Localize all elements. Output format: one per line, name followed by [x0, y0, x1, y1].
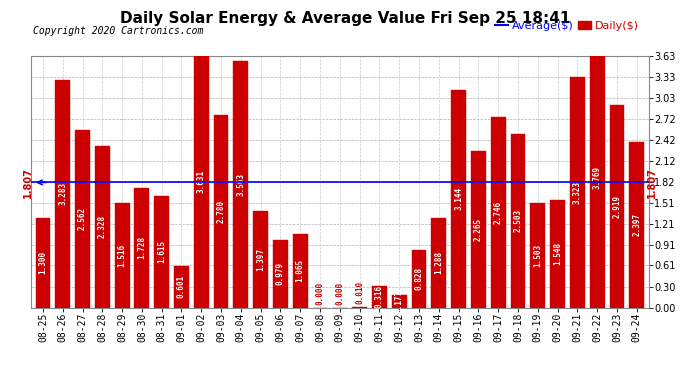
Text: 0.316: 0.316: [375, 285, 384, 308]
Text: 3.769: 3.769: [593, 165, 602, 189]
Text: 1.397: 1.397: [256, 248, 265, 271]
Text: 0.177: 0.177: [395, 290, 404, 313]
Bar: [214, 115, 228, 308]
Text: 1.548: 1.548: [553, 242, 562, 266]
Text: 1.728: 1.728: [137, 236, 146, 259]
Text: 3.631: 3.631: [197, 170, 206, 194]
Bar: [273, 240, 288, 308]
Text: 0.601: 0.601: [177, 275, 186, 298]
Text: 1.615: 1.615: [157, 240, 166, 263]
Legend: Average($), Daily($): Average($), Daily($): [491, 17, 643, 36]
Bar: [411, 250, 426, 307]
Bar: [174, 266, 189, 308]
Text: 2.328: 2.328: [98, 215, 107, 238]
Text: 2.562: 2.562: [78, 207, 87, 230]
Text: 0.979: 0.979: [276, 262, 285, 285]
Text: 0.000: 0.000: [335, 282, 344, 305]
Bar: [352, 307, 367, 308]
Text: 1.807: 1.807: [23, 167, 33, 198]
Text: 3.323: 3.323: [573, 181, 582, 204]
Bar: [55, 80, 70, 308]
Text: 2.746: 2.746: [493, 201, 503, 224]
Bar: [35, 217, 50, 308]
Text: 0.010: 0.010: [355, 281, 364, 304]
Bar: [372, 286, 387, 308]
Text: 3.283: 3.283: [58, 182, 67, 206]
Bar: [451, 90, 466, 308]
Text: 1.288: 1.288: [434, 251, 443, 274]
Bar: [75, 130, 90, 308]
Bar: [293, 234, 308, 308]
Bar: [95, 146, 110, 308]
Text: 2.265: 2.265: [474, 217, 483, 241]
Bar: [431, 218, 446, 308]
Text: 3.563: 3.563: [237, 172, 246, 196]
Bar: [550, 200, 565, 308]
Bar: [115, 202, 130, 308]
Text: 2.919: 2.919: [613, 195, 622, 218]
Text: 0.000: 0.000: [315, 282, 324, 305]
Bar: [570, 78, 584, 308]
Bar: [155, 196, 169, 308]
Text: 2.780: 2.780: [217, 200, 226, 223]
Text: 1.807: 1.807: [647, 167, 657, 198]
Text: 1.516: 1.516: [117, 243, 126, 267]
Bar: [491, 117, 506, 308]
Text: Daily Solar Energy & Average Value Fri Sep 25 18:41: Daily Solar Energy & Average Value Fri S…: [120, 11, 570, 26]
Text: 2.397: 2.397: [632, 213, 641, 236]
Bar: [135, 188, 149, 308]
Text: 2.503: 2.503: [513, 209, 522, 232]
Text: 3.144: 3.144: [454, 187, 463, 210]
Text: 1.300: 1.300: [39, 251, 48, 274]
Bar: [590, 46, 604, 308]
Text: 0.828: 0.828: [415, 267, 424, 290]
Bar: [233, 61, 248, 308]
Bar: [531, 204, 545, 308]
Bar: [609, 105, 624, 308]
Bar: [253, 211, 268, 308]
Text: 1.503: 1.503: [533, 244, 542, 267]
Bar: [194, 56, 208, 308]
Bar: [392, 295, 406, 307]
Bar: [629, 142, 644, 308]
Bar: [511, 134, 525, 308]
Bar: [471, 151, 486, 308]
Text: 1.065: 1.065: [296, 259, 305, 282]
Text: Copyright 2020 Cartronics.com: Copyright 2020 Cartronics.com: [33, 26, 204, 36]
